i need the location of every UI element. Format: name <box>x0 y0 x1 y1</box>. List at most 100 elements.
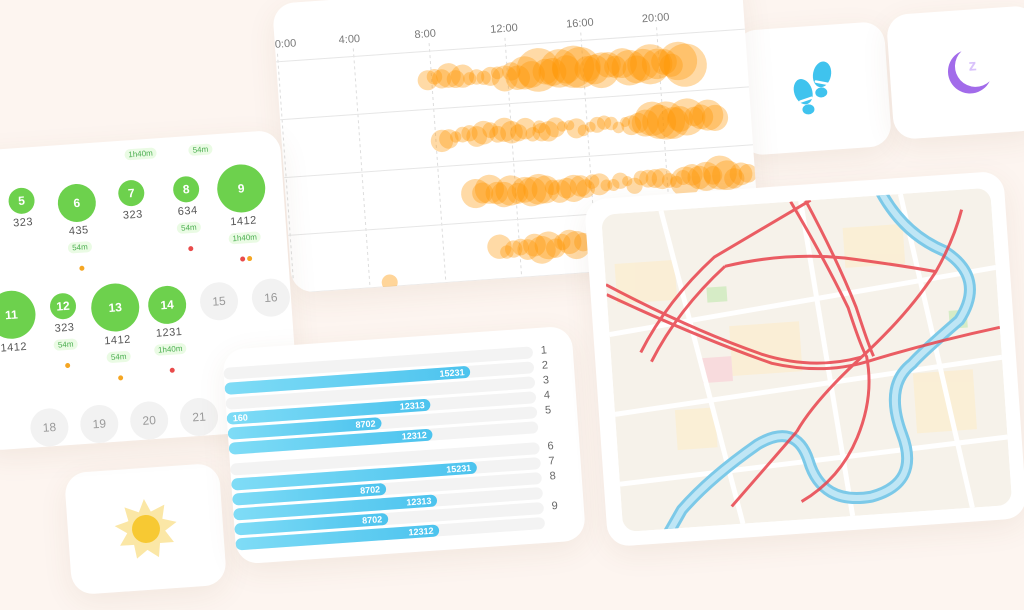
day-dots <box>215 246 275 262</box>
activity-bubble <box>607 48 637 79</box>
day-steps: 323 <box>122 208 144 222</box>
map-canvas[interactable] <box>601 187 1013 533</box>
activity-bubble <box>670 166 701 197</box>
hour-label: 0:00 <box>274 37 296 50</box>
day-steps: 634 <box>177 204 199 218</box>
day-circle: 5 <box>7 186 36 215</box>
activity-bubble <box>596 115 612 130</box>
activity-bubble <box>554 233 571 251</box>
ranking-bars: 1 15231 2 3 12313 4 160 8702 5 12312 6 15231 7 8702 8 1… <box>222 325 587 565</box>
rank-number: 4 <box>543 389 551 402</box>
activity-bubble <box>612 121 625 134</box>
activity-bubble <box>620 116 631 127</box>
activity-bubble <box>712 160 743 191</box>
activity-bubble <box>544 179 561 196</box>
day-circle: 7 <box>117 179 146 208</box>
activity-bubble <box>621 115 642 136</box>
ranking-lead-label: 160 <box>232 412 249 424</box>
calendar-day[interactable]: 9 1412 1h40m <box>210 162 276 262</box>
activity-bubble <box>564 120 575 131</box>
activity-bubble <box>523 233 546 257</box>
rank-number: 7 <box>548 455 556 468</box>
activity-bubble <box>607 179 620 192</box>
day-dots <box>160 236 220 252</box>
activity-bubble <box>584 174 600 189</box>
activity-bubble <box>675 169 691 186</box>
activity-bubble <box>560 174 588 202</box>
sun-tile[interactable] <box>63 462 228 596</box>
activity-bubble <box>634 101 670 137</box>
activity-bubble <box>431 69 452 89</box>
activity-bubble <box>647 101 686 140</box>
activity-bubble <box>557 121 568 132</box>
day-dots <box>51 256 111 271</box>
day-steps: 435 <box>68 224 90 238</box>
day-duration-badge: 54m <box>67 241 93 254</box>
status-dot <box>239 256 246 262</box>
activity-bubble <box>417 70 438 91</box>
status-dot <box>78 265 85 271</box>
activity-bubble <box>545 117 566 138</box>
activity-bubble <box>505 65 531 90</box>
row-line <box>276 28 745 63</box>
day-circle: 20 <box>128 400 170 441</box>
activity-bubble <box>514 117 537 140</box>
activity-bubble <box>604 116 618 131</box>
activity-bubble <box>663 43 707 87</box>
activity-bubble <box>546 238 566 258</box>
activity-bubble <box>628 112 649 134</box>
activity-bubble <box>559 46 601 89</box>
row-line <box>280 86 749 121</box>
activity-bubble <box>659 53 683 77</box>
day-steps: 323 <box>12 216 34 230</box>
activity-bubble <box>566 118 587 139</box>
activity-bubble <box>468 69 485 85</box>
activity-bubble <box>681 164 703 186</box>
activity-bubble <box>516 48 561 92</box>
activity-bubble <box>703 166 723 185</box>
activity-bubble <box>450 64 475 88</box>
grid-line <box>276 53 295 294</box>
steps-tile[interactable] <box>733 20 893 157</box>
activity-bubble <box>518 61 545 88</box>
day-duration-badge: 54m <box>176 221 201 235</box>
activity-bubble <box>651 49 677 75</box>
activity-bubble <box>534 231 563 260</box>
status-dot <box>64 362 70 369</box>
route-map[interactable] <box>584 170 1024 548</box>
activity-bubble <box>588 173 611 196</box>
activity-bubble <box>639 169 658 188</box>
day-circle: 18 <box>29 407 70 448</box>
day-duration-badge: 54m <box>106 350 131 364</box>
hour-label: 16:00 <box>566 17 594 31</box>
sleep-tile[interactable]: z <box>885 4 1024 141</box>
activity-bubble <box>622 176 633 187</box>
activity-bubble <box>589 116 606 133</box>
activity-bubble <box>612 172 629 189</box>
day-circle: 12 <box>49 292 77 321</box>
activity-bubble <box>562 231 591 260</box>
activity-bubble <box>507 56 542 90</box>
activity-bubble <box>476 70 491 85</box>
activity-bubble <box>532 120 546 134</box>
activity-bubble <box>611 49 648 86</box>
activity-bubble <box>729 162 753 186</box>
activity-bubble <box>631 109 659 137</box>
activity-bubble <box>500 245 514 259</box>
svg-text:z: z <box>968 57 977 75</box>
activity-bubble <box>381 274 398 291</box>
rank-number: 5 <box>544 404 552 417</box>
activity-bubble <box>538 121 559 142</box>
activity-bubble <box>487 234 512 259</box>
activity-bubble <box>485 181 508 205</box>
activity-bubble <box>509 124 528 142</box>
activity-bubble <box>463 72 477 86</box>
activity-bubble <box>454 126 471 143</box>
grid-line <box>352 48 371 288</box>
activity-bubble <box>502 62 521 81</box>
activity-bubble <box>724 168 745 189</box>
calendar-day[interactable]: 7 323 <box>100 178 163 223</box>
day-circle: 8 <box>172 175 201 204</box>
activity-bubble <box>489 125 507 143</box>
rank-number: 1 <box>540 344 548 357</box>
